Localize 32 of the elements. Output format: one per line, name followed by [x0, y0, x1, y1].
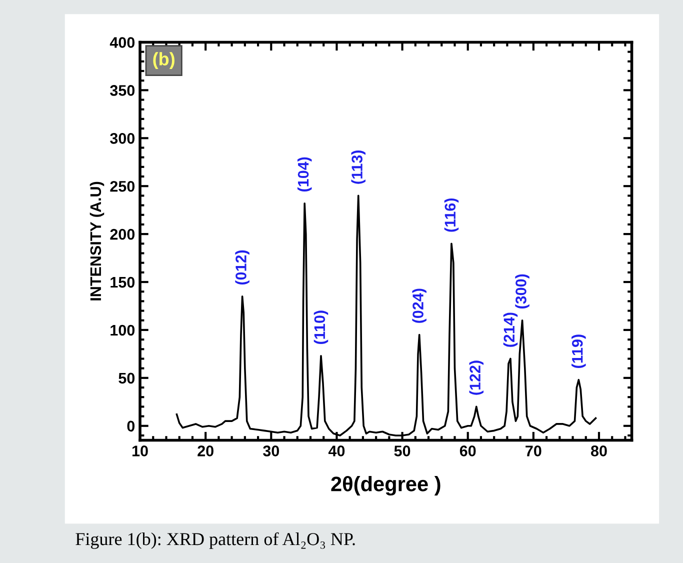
annotation: (300) [515, 274, 530, 308]
x-tick-label: 60 [460, 446, 476, 456]
annotation: (116) [444, 198, 459, 232]
annotation: (110) [314, 310, 328, 344]
caption: Figure 1(b): XRD pattern of Al₂O₃ NP. [76, 532, 355, 549]
x-tick-label: 20 [198, 446, 214, 456]
y-tick-label: 400 [110, 37, 135, 48]
annotation: (024) [412, 288, 426, 323]
x-tick-label: 80 [590, 446, 607, 456]
annotation: (104) [297, 157, 312, 192]
annotation: (119) [572, 334, 586, 368]
y-axis-title: INTENSITY (A.U) [90, 182, 104, 300]
y-tick-label: 250 [110, 180, 135, 192]
line-series [176, 194, 597, 436]
x-tick-label: 30 [263, 446, 280, 456]
y-tick-label: 50 [118, 372, 135, 384]
y-tick-label: 350 [110, 85, 135, 96]
x-tick-label: 10 [132, 446, 148, 456]
annotation: (122) [469, 360, 484, 395]
x-tick-label: 50 [394, 446, 410, 456]
annotation: (214) [503, 312, 518, 347]
annotation: (113) [351, 150, 366, 184]
x-tick-label: 40 [328, 446, 345, 456]
x-axis-title: 2θ(degree ) [331, 476, 440, 496]
y-tick-label: 0 [127, 420, 135, 432]
annotation: (012) [235, 250, 250, 285]
y-tick-label: 100 [110, 324, 135, 336]
annotation: (b) [153, 52, 174, 70]
y-tick-label: 150 [110, 276, 135, 288]
y-tick-label: 300 [110, 133, 135, 144]
x-tick-label: 70 [526, 446, 542, 456]
y-tick-label: 200 [110, 228, 135, 240]
